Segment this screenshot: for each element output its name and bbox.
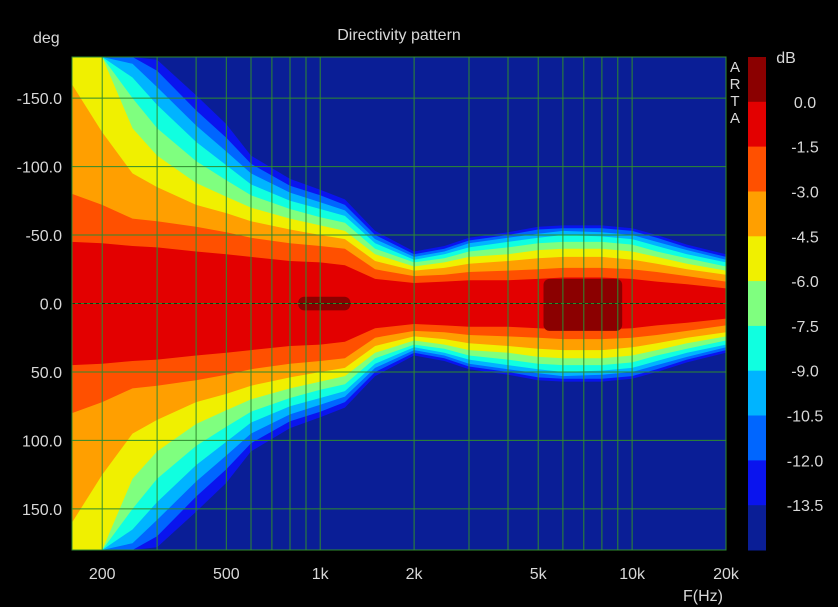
colorbar-level-label: -10.5 [787, 409, 824, 426]
x-tick-label: 1k [312, 566, 330, 583]
y-tick-label: 150.0 [22, 502, 62, 519]
colorbar-level-label: -3.0 [791, 185, 819, 202]
colorbar-level-label: 0.0 [794, 95, 816, 112]
grid-lines [71, 56, 727, 551]
colorbar-segment [748, 101, 766, 148]
y-tick-label: -150.0 [17, 91, 62, 108]
colorbar-level-label: -7.5 [791, 319, 819, 336]
plot-frame [71, 56, 727, 551]
y-tick-label: 50.0 [31, 365, 62, 382]
x-tick-labels: 200 500 1k 2k 5k 10k 20k [89, 566, 740, 583]
colorbar-level-label: -4.5 [791, 229, 819, 246]
colorbar-unit-label: dB [776, 50, 796, 67]
colorbar-segment [748, 460, 766, 506]
x-tick-label: 20k [713, 566, 740, 583]
colorbar-segment [748, 236, 766, 282]
watermark-letter: R [730, 76, 741, 93]
colorbar-segment [748, 57, 766, 103]
y-tick-label: 100.0 [22, 433, 62, 450]
colorbar-level-label: -12.0 [787, 453, 824, 470]
x-tick-label: 2k [406, 566, 424, 583]
colorbar [748, 57, 766, 551]
x-tick-label: 500 [213, 566, 240, 583]
y-tick-labels: -150.0 -100.0 -50.0 0.0 50.0 100.0 150.0 [17, 91, 62, 519]
colorbar-segment [748, 505, 766, 551]
y-tick-label: 0.0 [40, 297, 62, 314]
x-tick-label: 200 [89, 566, 116, 583]
colorbar-level-label: -9.0 [791, 364, 819, 381]
chart-title: Directivity pattern [337, 27, 461, 44]
watermark-letter: A [730, 59, 740, 76]
colorbar-segment [748, 370, 766, 416]
colorbar-labels: 0.0 -1.5 -3.0 -4.5 -6.0 -7.5 -9.0 -10.5 -12.0 -13… [787, 95, 824, 515]
colorbar-segment [748, 281, 766, 327]
colorbar-level-label: -13.5 [787, 498, 824, 515]
y-tick-label: -100.0 [17, 160, 62, 177]
colorbar-level-label: -1.5 [791, 140, 819, 157]
x-tick-label: 5k [530, 566, 548, 583]
colorbar-segment [748, 325, 766, 372]
peak-region [543, 278, 623, 331]
watermark-letter: T [730, 93, 739, 110]
colorbar-segment [748, 191, 766, 237]
colorbar-level-label: -6.0 [791, 274, 819, 291]
watermark-letter: A [730, 110, 740, 127]
x-tick-label: 10k [619, 566, 646, 583]
arta-watermark: A R T A [730, 59, 741, 127]
y-tick-label: -50.0 [26, 228, 63, 245]
colorbar-segment [748, 415, 766, 461]
colorbar-segment [748, 146, 766, 192]
x-axis-label: F(Hz) [683, 588, 723, 605]
y-axis-label: deg [33, 30, 60, 47]
